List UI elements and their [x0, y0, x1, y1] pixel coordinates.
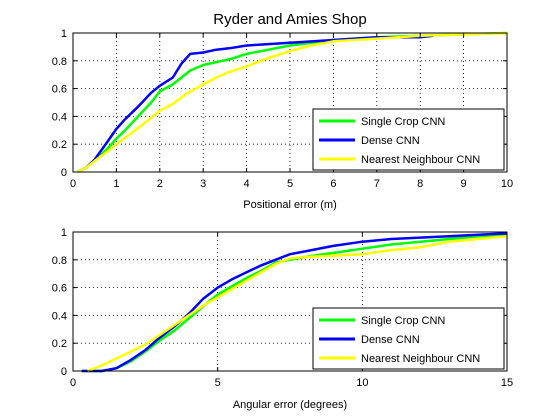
x-tick-label: 3: [200, 178, 206, 190]
y-tick-label: 1: [61, 227, 67, 239]
legend-label: Single Crop CNN: [361, 116, 445, 128]
series-line-dense-cnn: [76, 34, 434, 174]
legend-label: Dense CNN: [361, 334, 420, 346]
legend-label: Nearest Neighbour CNN: [361, 154, 480, 166]
y-tick-label: 0.4: [52, 111, 67, 123]
x-tick-label: 9: [461, 178, 467, 190]
x-tick-label: 2: [157, 178, 163, 190]
series-line-nearest-neighbour-cnn: [76, 31, 508, 174]
y-tick-label: 0.2: [52, 139, 67, 151]
y-tick-label: 0: [61, 167, 67, 179]
x-axis-label-top: Positional error (m): [243, 199, 337, 211]
y-tick-label: 0.6: [52, 283, 67, 295]
series-line-dense-cnn: [81, 232, 508, 373]
y-tick-label: 0.6: [52, 84, 67, 96]
x-tick-label: 15: [501, 377, 513, 389]
x-tick-label: 7: [374, 178, 380, 190]
x-tick-label: 1: [113, 178, 119, 190]
chart-title: Ryder and Amies Shop: [213, 11, 366, 28]
plot-angular-error: 0 5 10 15 0 0.2 0.4 0.6 0.8 1 Single Crop CNN Dense…: [52, 227, 513, 389]
legend-label: Single Crop CNN: [361, 315, 445, 327]
y-tick-label: 0.8: [52, 255, 67, 267]
y-tick-label: 1: [61, 28, 67, 40]
x-tick-label: 6: [330, 178, 336, 190]
x-tick-label: 10: [501, 178, 513, 190]
legend-label: Nearest Neighbour CNN: [361, 353, 480, 365]
y-tick-label: 0: [61, 366, 67, 378]
y-tick-label: 0.4: [52, 310, 67, 322]
series-line-nearest-neighbour-cnn: [87, 234, 508, 373]
x-tick-label: 0: [70, 178, 76, 190]
x-axis-label-bottom: Angular error (degrees): [233, 399, 347, 411]
x-tick-label: 4: [244, 178, 250, 190]
legend-label: Dense CNN: [361, 135, 420, 147]
x-tick-label: 0: [70, 377, 76, 389]
axes-frame: [72, 231, 508, 372]
plot-positional-error: 0 1 2 3 4 5 6 7 8 9 10 0 0.2 0.4 0.6 0.8 1 Single Crop CN…: [52, 28, 513, 190]
x-tick-label: 10: [356, 377, 368, 389]
y-tick-label: 0.8: [52, 56, 67, 68]
x-tick-label: 5: [287, 178, 293, 190]
x-tick-label: 5: [215, 377, 221, 389]
y-tick-label: 0.2: [52, 338, 67, 350]
x-tick-label: 8: [417, 178, 423, 190]
